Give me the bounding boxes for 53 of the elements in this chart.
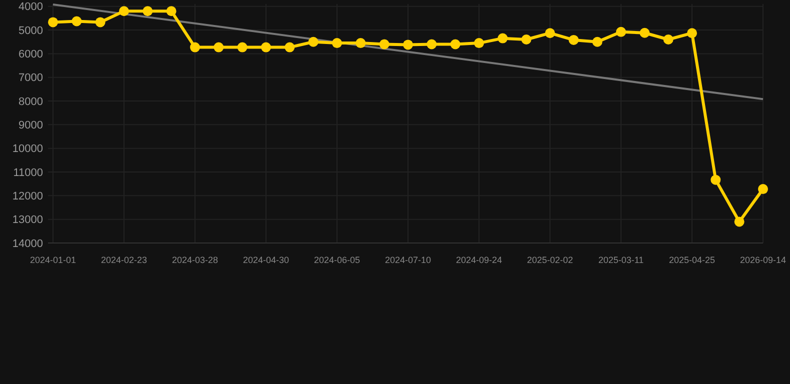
point [308, 36, 318, 47]
y-tick-label: 8000 [18, 96, 43, 108]
y-tick-label: 14000 [12, 238, 43, 250]
point [450, 39, 460, 50]
point [758, 184, 768, 194]
point [687, 28, 697, 38]
point [214, 42, 224, 52]
y-tick-label: 7000 [18, 72, 43, 84]
point [663, 34, 674, 44]
x-tick-label: 2024-06-05 [314, 255, 360, 265]
point [521, 34, 532, 44]
y-tick-label: 11000 [13, 166, 43, 179]
x-tick-label: 2024-09-24 [456, 255, 502, 265]
point [284, 42, 295, 52]
y-tick-label: 12000 [12, 190, 43, 203]
point [545, 28, 555, 38]
point [734, 216, 744, 227]
point [72, 16, 82, 26]
point [142, 6, 153, 16]
x-tick-label: 2026-09-14 [740, 255, 786, 265]
point [379, 39, 390, 50]
point [616, 26, 626, 37]
x-tick-label: 2025-04-25 [668, 255, 716, 265]
y-tick-label: 6000 [18, 48, 43, 61]
point [498, 33, 508, 44]
point [426, 39, 437, 50]
point [640, 28, 650, 38]
x-tick-label: 2024-07-10 [384, 255, 432, 265]
point [261, 42, 271, 52]
point [119, 6, 129, 16]
y-tick-label: 9000 [18, 120, 43, 132]
point [568, 34, 579, 45]
point [166, 6, 176, 16]
point [95, 17, 106, 28]
point [710, 174, 721, 185]
y-tick-label: 5000 [18, 24, 43, 37]
y-tick-label: 4000 [18, 1, 43, 14]
point [237, 42, 248, 52]
x-tick-label: 2024-02-23 [100, 255, 148, 265]
y-tick-label: 10000 [12, 143, 43, 156]
x-tick-label: 2024-01-01 [30, 255, 76, 265]
point [190, 42, 200, 52]
x-tick-label: 2025-03-11 [598, 255, 644, 265]
x-tick-label: 2024-04-30 [242, 255, 290, 265]
point [592, 36, 602, 47]
y-tick-label: 13000 [12, 214, 43, 226]
point [356, 38, 366, 48]
x-tick-label: 2024-03-28 [172, 255, 218, 265]
point [332, 38, 342, 48]
point [403, 40, 413, 50]
point [48, 17, 58, 28]
x-tick-label: 2025-02-02 [526, 255, 574, 265]
point [474, 38, 484, 48]
